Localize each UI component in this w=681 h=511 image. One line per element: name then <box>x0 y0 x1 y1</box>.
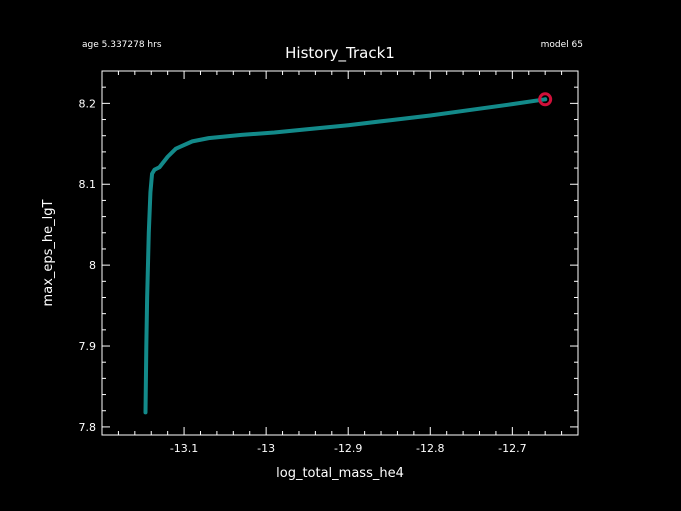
x-tick-label: -12.9 <box>334 442 362 455</box>
current-point-marker <box>538 92 553 107</box>
age-label: age 5.337278 hrs <box>82 40 162 50</box>
x-tick-label: -12.7 <box>498 442 526 455</box>
y-tick-label: 8.2 <box>79 97 97 110</box>
current-point-ring <box>538 92 553 107</box>
axis-ticks <box>102 70 579 435</box>
y-tick-label: 7.8 <box>79 421 97 434</box>
y-axis-label: max_eps_he_lgT <box>41 199 56 306</box>
x-axis-label: log_total_mass_he4 <box>276 466 404 481</box>
chart-title: History_Track1 <box>285 44 395 63</box>
y-tick-label: 8.1 <box>79 178 97 191</box>
current-point-dot <box>543 97 548 102</box>
x-tick-label: -12.8 <box>416 442 444 455</box>
y-tick-labels: 7.8 7.9 8 8.1 8.2 <box>79 97 97 434</box>
x-tick-label: -13.1 <box>170 442 198 455</box>
x-tick-labels: -13.1 -13 -12.9 -12.8 -12.7 <box>170 442 527 455</box>
y-tick-label: 8 <box>89 259 96 272</box>
y-tick-label: 7.9 <box>79 340 97 353</box>
plot-frame <box>101 70 579 436</box>
series-line <box>143 97 548 415</box>
model-label: model 65 <box>541 40 583 50</box>
x-tick-label: -13 <box>257 442 275 455</box>
